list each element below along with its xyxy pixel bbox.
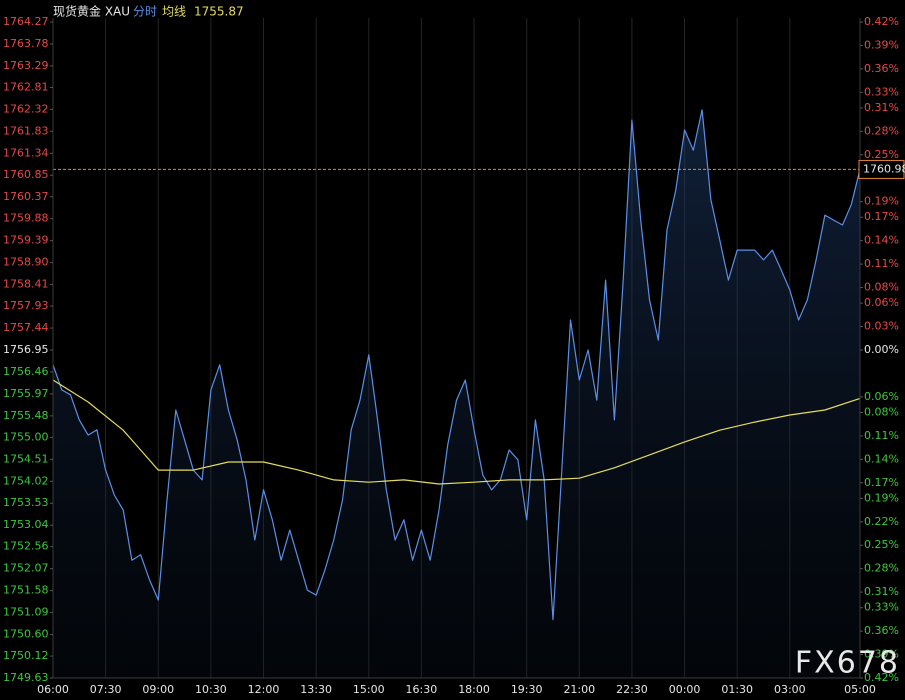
instrument: 现货黄金 XAU: [53, 4, 130, 19]
watermark: FX678: [795, 646, 900, 681]
y2-tick-label: 0.06%: [864, 296, 899, 309]
y-tick-label: 1760.85: [3, 168, 49, 181]
y-tick-label: 1754.02: [3, 474, 49, 487]
last-price-box: [858, 159, 905, 179]
y-tick-label: 1751.09: [3, 606, 49, 619]
x-tick-label: 18:00: [458, 683, 490, 696]
y2-tick-label: 0.11%: [864, 429, 899, 442]
y-tick-label: 1752.07: [3, 562, 49, 575]
y-tick-label: 1755.48: [3, 409, 49, 422]
y-tick-label: 1763.78: [3, 37, 49, 50]
y-tick-label: 1752.56: [3, 540, 49, 553]
avg-value: 1755.87: [194, 5, 244, 19]
y-tick-label: 1753.53: [3, 496, 49, 509]
x-tick-label: 22:30: [616, 683, 648, 696]
y2-tick-label: 0.00%: [864, 343, 899, 356]
y2-tick-label: 0.22%: [864, 515, 899, 528]
x-tick-label: 07:30: [90, 683, 122, 696]
x-tick-label: 12:00: [248, 683, 280, 696]
y-tick-label: 1758.41: [3, 278, 49, 291]
y-tick-label: 1759.39: [3, 234, 49, 247]
y-tick-label: 1751.58: [3, 584, 49, 597]
y2-tick-label: 0.19%: [864, 491, 899, 504]
line-label: 分时: [133, 5, 157, 19]
y2-tick-label: 0.28%: [864, 124, 899, 137]
y2-tick-label: 0.06%: [864, 390, 899, 403]
y-tick-label: 1754.51: [3, 452, 49, 465]
price-line: [52, 109, 861, 621]
y-tick-label: 1756.46: [3, 365, 49, 378]
y-tick-label: 1756.95: [3, 343, 49, 356]
y-tick-label: 1755.97: [3, 387, 49, 400]
y-tick-label: 1764.27: [3, 15, 49, 28]
x-tick-label: 16:30: [406, 683, 438, 696]
y2-tick-label: 0.33%: [864, 85, 899, 98]
x-tick-label: 21:00: [563, 683, 595, 696]
x-tick-label: 13:30: [300, 683, 332, 696]
x-tick-label: 06:00: [37, 683, 69, 696]
last-price-label: 1760.98: [863, 162, 905, 175]
y2-tick-label: 0.14%: [864, 452, 899, 465]
x-tick-label: 15:00: [353, 683, 385, 696]
y-tick-label: 1750.60: [3, 628, 49, 641]
y-tick-label: 1761.34: [3, 146, 49, 159]
y2-tick-label: 0.33%: [864, 601, 899, 614]
y-tick-label: 1758.90: [3, 256, 49, 269]
y2-tick-label: 0.42%: [864, 671, 899, 684]
y2-tick-label: 0.03%: [864, 320, 899, 333]
x-tick-label: 01:30: [721, 683, 753, 696]
plot: [52, 109, 861, 679]
y2-tick-label: 0.31%: [864, 101, 899, 114]
y-tick-label: 1761.83: [3, 124, 49, 137]
y-tick-label: 1763.29: [3, 59, 49, 72]
y-tick-label: 1762.81: [3, 80, 49, 93]
avg-label: 均线: [162, 5, 186, 19]
y2-tick-label: 0.08%: [864, 405, 899, 418]
y-tick-label: 1762.32: [3, 102, 49, 115]
y2-tick-label: 0.39%: [864, 38, 899, 51]
axes: 06:00 07:30 09:00 10:30 12:00 13:30 15:00 16:30…: [3, 15, 905, 696]
price-area: [53, 109, 860, 679]
x-tick-label: 03:00: [774, 683, 806, 696]
y2-tick-label: 0.19%: [864, 195, 899, 208]
y-tick-label: 1753.04: [3, 518, 49, 531]
y2-tick-label: 0.25%: [864, 148, 899, 161]
y2-tick-label: 0.39%: [864, 648, 899, 661]
y2-tick-label: 0.31%: [864, 585, 899, 598]
y-tick-label: 1749.63: [3, 671, 49, 684]
y-tick-label: 1757.93: [3, 299, 49, 312]
y2-tick-label: 0.17%: [864, 476, 899, 489]
x-tick-label: 10:30: [195, 683, 227, 696]
x-tick-label: 05:00: [844, 683, 876, 696]
y2-tick-label: 0.17%: [864, 210, 899, 223]
y-tick-label: 1759.88: [3, 212, 49, 225]
y2-tick-label: 0.36%: [864, 624, 899, 637]
y-tick-label: 1760.37: [3, 190, 49, 203]
y-tick-label: 1757.44: [3, 321, 49, 334]
y2-tick-label: 0.11%: [864, 257, 899, 270]
average-line: [52, 379, 861, 485]
y2-tick-label: 0.08%: [864, 281, 899, 294]
y-tick-label: 1755.00: [3, 430, 49, 443]
y2-tick-label: 0.14%: [864, 234, 899, 247]
y2-tick-label: 0.25%: [864, 538, 899, 551]
x-tick-label: 00:00: [669, 683, 701, 696]
y-tick-label: 1750.12: [3, 649, 49, 662]
x-tick-label: 19:30: [511, 683, 543, 696]
y2-tick-label: 0.36%: [864, 62, 899, 75]
x-tick-label: 09:00: [142, 683, 174, 696]
y2-tick-label: 0.28%: [864, 562, 899, 575]
y2-tick-label: 0.42%: [864, 15, 899, 28]
